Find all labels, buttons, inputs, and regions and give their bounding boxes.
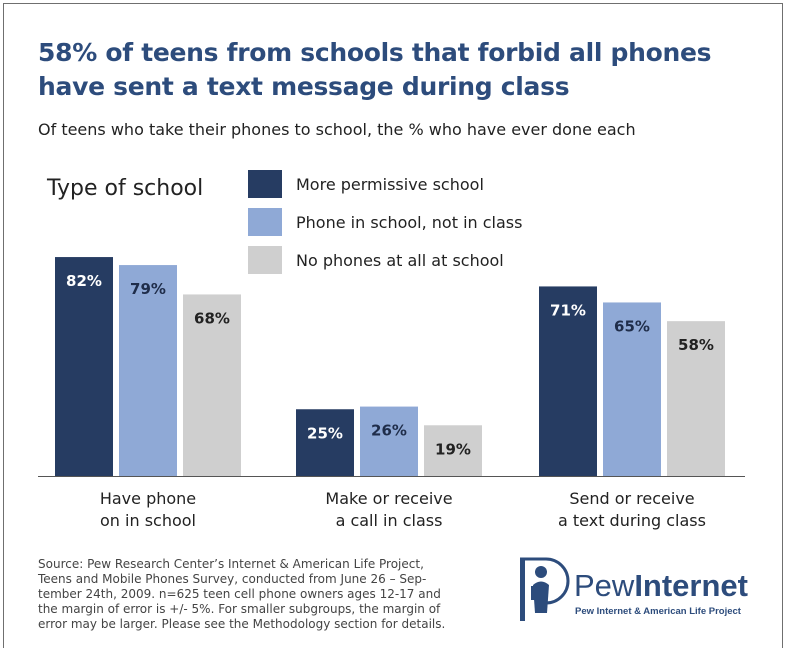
data-label: 26% — [371, 422, 407, 440]
source-line: error may be larger. Please see the Meth… — [38, 617, 446, 631]
data-label: 79% — [130, 280, 166, 298]
chart-subtitle: Of teens who take their phones to school… — [38, 120, 636, 139]
data-label: 71% — [550, 301, 586, 319]
category-label: Make or receive — [325, 489, 452, 508]
pew-logo-tagline: Pew Internet & American Life Project — [575, 606, 741, 617]
chart-frame — [3, 3, 783, 648]
bar — [360, 406, 418, 476]
bar — [296, 409, 354, 476]
legend-swatch-medium — [248, 208, 282, 236]
bar — [539, 286, 597, 476]
bar — [55, 257, 113, 476]
legend-title: Type of school — [47, 176, 204, 201]
category-label: a text during class — [558, 511, 706, 530]
bar — [667, 321, 725, 476]
category-label: a call in class — [336, 511, 443, 530]
logo-name-bold: Internet — [634, 568, 748, 603]
bar — [119, 265, 177, 476]
pew-logo-wordmark: PewInternet — [574, 568, 748, 604]
source-note: Source: Pew Research Center’s Internet &… — [38, 557, 508, 632]
title-line-1: 58% of teens from schools that forbid al… — [38, 38, 712, 67]
logo-name-light: Pew — [574, 568, 635, 603]
chart-title: 58% of teens from schools that forbid al… — [38, 36, 712, 104]
source-line: the margin of error is +/- 5%. For small… — [38, 602, 441, 616]
legend-label: More permissive school — [296, 175, 484, 194]
data-label: 65% — [614, 317, 650, 335]
bar — [603, 302, 661, 476]
data-label: 19% — [435, 440, 471, 458]
data-label: 25% — [307, 424, 343, 442]
title-line-2: have sent a text message during class — [38, 72, 570, 101]
data-label: 58% — [678, 336, 714, 354]
data-label: 68% — [194, 309, 230, 327]
pew-logo-icon — [520, 557, 570, 621]
legend-swatch-light — [248, 246, 282, 274]
legend-label: No phones at all at school — [296, 251, 504, 270]
category-label: on in school — [100, 511, 196, 530]
source-line: Teens and Mobile Phones Survey, conducte… — [38, 572, 427, 586]
bar — [183, 294, 241, 476]
category-label: Have phone — [100, 489, 196, 508]
data-label: 82% — [66, 272, 102, 290]
source-line: Source: Pew Research Center’s Internet &… — [38, 557, 424, 571]
legend-label: Phone in school, not in class — [296, 213, 523, 232]
category-label: Send or receive — [569, 489, 694, 508]
bar — [424, 425, 482, 476]
source-line: tember 24th, 2009. n=625 teen cell phone… — [38, 587, 441, 601]
legend-swatch-dark — [248, 170, 282, 198]
